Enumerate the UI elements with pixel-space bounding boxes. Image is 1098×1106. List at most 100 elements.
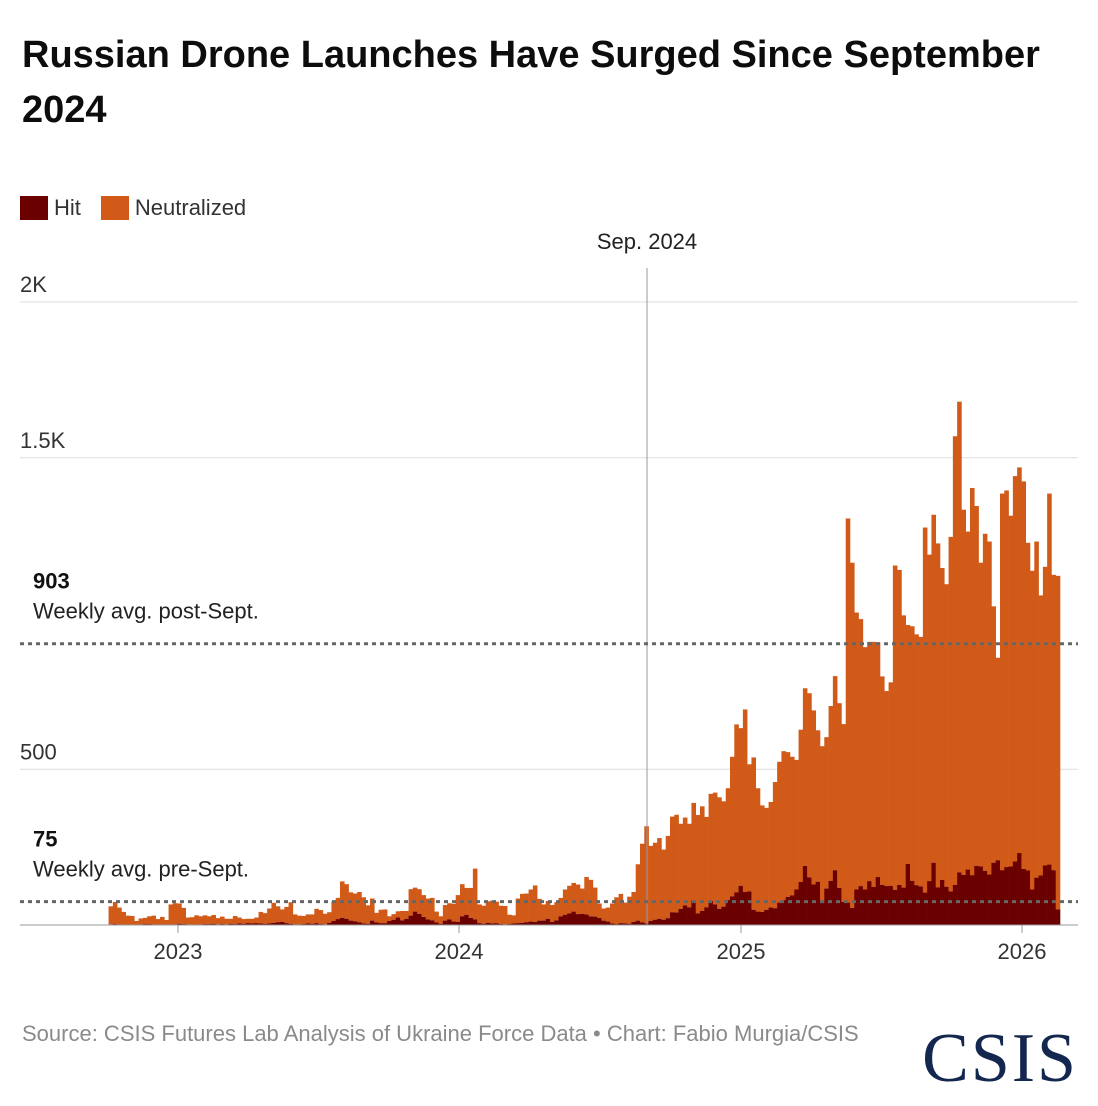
bar-neutralized	[134, 920, 139, 925]
bar-hit	[785, 896, 791, 925]
bar-neutralized	[708, 793, 714, 902]
x-tick-label: 2024	[435, 939, 484, 964]
bar-neutralized	[1038, 595, 1044, 876]
bar-neutralized	[164, 920, 169, 925]
bar-neutralized	[327, 912, 332, 923]
bar-hit	[790, 895, 795, 925]
bar-hit	[880, 884, 885, 925]
bar-hit	[755, 911, 761, 925]
bar-neutralized	[417, 889, 422, 914]
bar-hit	[618, 923, 624, 925]
bar-neutralized	[820, 746, 825, 903]
bar-neutralized	[764, 807, 769, 910]
bar-hit	[425, 919, 431, 925]
bar-neutralized	[490, 900, 495, 924]
bar-neutralized	[1021, 481, 1027, 869]
bar-hit	[764, 909, 769, 925]
bar-neutralized	[1017, 467, 1022, 854]
bar-neutralized	[897, 569, 902, 885]
bar-neutralized	[927, 554, 932, 882]
bar-hit	[228, 923, 234, 925]
bar-neutralized	[670, 816, 675, 913]
bar-neutralized	[657, 838, 662, 919]
bar-neutralized	[961, 509, 967, 875]
bar-hit	[730, 896, 735, 925]
bar-neutralized	[665, 835, 671, 919]
bar-hit	[558, 916, 564, 925]
bar-neutralized	[245, 918, 251, 924]
bar-hit	[258, 923, 264, 925]
bar-neutralized	[832, 676, 838, 871]
bar-hit	[640, 922, 645, 925]
bar-neutralized	[631, 891, 637, 922]
bar-neutralized	[507, 914, 512, 925]
avg-post-value: 903	[33, 569, 70, 594]
bar-hit	[897, 884, 902, 925]
bar-hit	[370, 920, 375, 925]
bar-neutralized	[335, 897, 341, 920]
chart-area: 2K 1.5K 500 2023 2024 2025 2026 Sep. 2024 903 Wee…	[20, 229, 1078, 964]
bar-hit	[811, 884, 817, 925]
bar-hit	[961, 874, 967, 925]
bar-neutralized	[194, 915, 199, 925]
bar-hit	[781, 900, 787, 925]
bar-neutralized	[502, 905, 508, 925]
bar-hit	[978, 866, 984, 925]
bar-neutralized	[250, 918, 255, 924]
bar-hit	[382, 923, 388, 925]
bar-hit	[982, 870, 988, 925]
bar-neutralized	[935, 543, 941, 888]
bar-hit	[820, 902, 825, 925]
bar-neutralized	[854, 612, 859, 890]
bar-neutralized	[571, 882, 577, 912]
bar-hit	[1051, 870, 1057, 925]
bar-neutralized	[331, 901, 337, 921]
bar-hit	[177, 923, 182, 925]
bar-neutralized	[541, 904, 547, 921]
bar-hit	[1008, 866, 1014, 925]
bar-hit	[858, 886, 864, 925]
bar-neutralized	[532, 885, 538, 922]
bar-neutralized	[944, 584, 949, 887]
bar-neutralized	[190, 917, 195, 925]
bar-hit	[280, 921, 285, 925]
bar-hit	[901, 887, 907, 925]
bar-hit	[760, 911, 765, 925]
bar-neutralized	[202, 915, 208, 925]
bar-neutralized	[117, 907, 122, 925]
bar-hit	[927, 881, 932, 925]
bar-hit	[271, 922, 277, 925]
bar-hit	[575, 914, 581, 925]
bar-neutralized	[965, 531, 971, 870]
bar-hit	[862, 889, 868, 925]
bar-hit	[854, 889, 859, 925]
bar-neutralized	[957, 401, 962, 873]
legend-label-hit: Hit	[54, 195, 81, 220]
bar-neutralized	[498, 905, 504, 925]
bar-neutralized	[682, 817, 688, 906]
bar-neutralized	[378, 909, 384, 924]
bar-neutralized	[220, 916, 225, 925]
bar-hit	[674, 912, 679, 925]
bar-neutralized	[232, 915, 238, 925]
bar-hit	[717, 908, 722, 925]
bar-hit	[931, 862, 937, 925]
bar-hit	[798, 882, 804, 925]
bar-hit	[695, 913, 701, 925]
bar-hit	[451, 921, 457, 925]
bar-neutralized	[721, 801, 727, 907]
bar-neutralized	[1051, 574, 1057, 871]
legend: Hit Neutralized	[20, 195, 266, 221]
bar-hit	[631, 921, 637, 925]
bar-neutralized	[597, 903, 602, 918]
chart-title: Russian Drone Launches Have Surged Since…	[22, 34, 1040, 131]
bar-neutralized	[674, 814, 679, 913]
bar-hit	[665, 918, 671, 925]
bar-neutralized	[995, 657, 1001, 861]
bar-neutralized	[1000, 493, 1005, 871]
bar-neutralized	[254, 917, 259, 924]
bar-hit	[888, 885, 894, 925]
bar-neutralized	[901, 615, 907, 888]
bar-neutralized	[280, 909, 285, 922]
bar-hit	[605, 921, 611, 925]
